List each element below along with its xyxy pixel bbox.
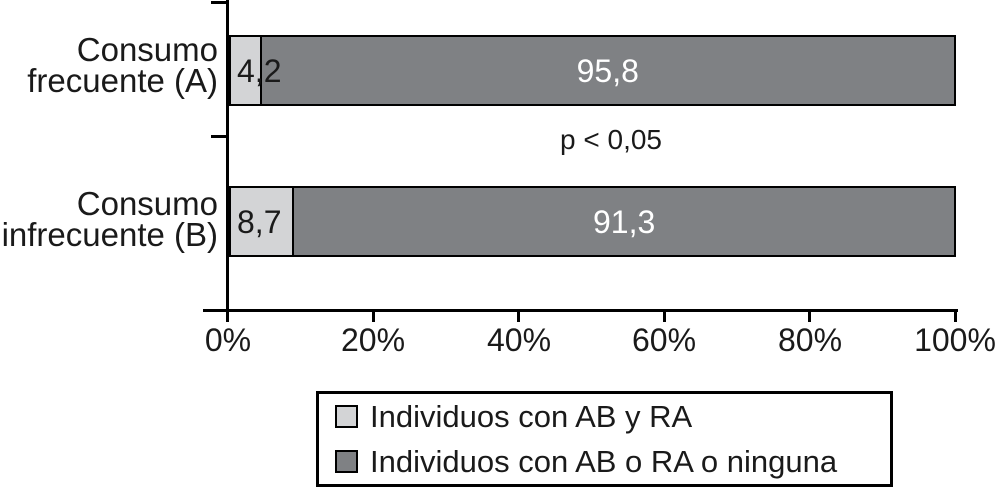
segment-ab-o-ra-o-ninguna: 91,3 [292, 186, 956, 257]
x-axis-tick [663, 309, 666, 322]
value-label: 4,2 [237, 52, 282, 89]
value-label: 95,8 [576, 52, 639, 89]
x-tick-label: 0% [204, 322, 252, 358]
category-label-line: infrecuente (B) [1, 216, 218, 253]
y-axis-line [226, 0, 229, 312]
p-value-annotation: p < 0,05 [560, 124, 662, 155]
x-tick-label: 100% [914, 322, 995, 358]
y-axis-tick [211, 1, 227, 4]
segment-ab-y-ra: 8,7 [229, 186, 293, 257]
segment-ab-o-ra-o-ninguna: 95,8 [259, 35, 956, 106]
x-axis-tick [372, 309, 375, 322]
legend: Individuos con AB y RA Individuos con AB… [316, 391, 893, 487]
y-axis-tick [211, 135, 227, 138]
bar-consumo-frecuente: 4,2 95,8 [229, 35, 956, 106]
legend-label: Individuos con AB o RA o ninguna [370, 444, 838, 479]
legend-swatch-light [335, 405, 358, 428]
x-axis-line [203, 309, 958, 312]
category-label-consumo-infrecuente: Consumo infrecuente (B) [1, 185, 218, 253]
x-tick-label: 40% [486, 322, 552, 358]
legend-label: Individuos con AB y RA [370, 399, 693, 434]
segment-ab-y-ra: 4,2 [229, 35, 281, 106]
category-label-line: Consumo [76, 31, 218, 68]
value-label: 8,7 [237, 203, 282, 240]
bar-consumo-infrecuente: 8,7 91,3 [229, 186, 956, 257]
x-axis-tick [808, 309, 811, 322]
category-label-line: frecuente (A) [27, 62, 218, 99]
category-label-consumo-frecuente: Consumo frecuente (A) [27, 31, 218, 99]
x-axis-tick [954, 309, 957, 322]
value-label: 91,3 [592, 203, 656, 240]
x-axis-tick [517, 309, 520, 322]
x-tick-label: 20% [340, 322, 406, 358]
x-tick-label: 80% [777, 322, 843, 358]
legend-item-ab-y-ra: Individuos con AB y RA [335, 401, 890, 432]
x-tick-label: 60% [631, 322, 697, 358]
x-axis-tick [226, 309, 229, 322]
legend-swatch-dark [335, 450, 358, 473]
legend-item-ab-o-ra-o-ninguna: Individuos con AB o RA o ninguna [335, 446, 890, 477]
category-label-line: Consumo [76, 185, 218, 222]
